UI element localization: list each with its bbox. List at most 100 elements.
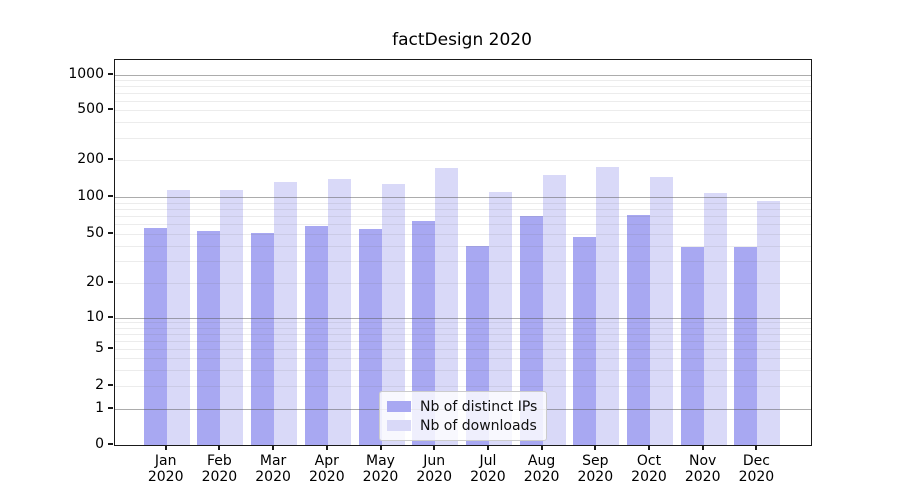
y-tick-label-0: 0 — [95, 436, 104, 452]
x-tick-label-feb: Feb 2020 — [201, 453, 238, 485]
bar-distinct-ips-may — [358, 228, 382, 445]
x-tick-label-sep: Sep 2020 — [577, 453, 614, 485]
legend-item-distinct-ips: Nb of distinct IPs — [387, 397, 537, 416]
gridline-y-200 — [115, 160, 811, 161]
y-tick-mark-5 — [108, 346, 113, 349]
bar-downloads-may — [381, 183, 405, 445]
gridline-y-8 — [115, 327, 811, 329]
plot-area — [114, 59, 812, 446]
bar-downloads-jan — [166, 190, 190, 445]
x-tick-mark-oct — [648, 445, 650, 450]
legend-label-distinct-ips: Nb of distinct IPs — [420, 398, 538, 415]
x-tick-label-aug: Aug 2020 — [523, 453, 560, 485]
y-tick-mark-0 — [108, 443, 113, 445]
bar-distinct-ips-dec — [734, 247, 758, 445]
x-tick-label-dec: Dec 2020 — [738, 453, 775, 485]
x-tick-mark-jan — [164, 445, 167, 450]
x-tick-mark-jun — [433, 445, 436, 450]
gridline-y-80 — [115, 208, 811, 210]
x-tick-mark-dec — [755, 445, 758, 450]
y-tick-mark-20 — [108, 280, 113, 283]
legend-item-downloads: Nb of downloads — [387, 416, 537, 435]
gridline-y-90 — [115, 202, 811, 204]
x-tick-label-apr: Apr 2020 — [308, 453, 345, 485]
gridline-y-5 — [115, 348, 811, 350]
y-tick-mark-2 — [108, 384, 113, 386]
bar-distinct-ips-sep — [573, 237, 597, 445]
bar-downloads-feb — [220, 190, 244, 445]
legend-label-downloads: Nb of downloads — [420, 417, 537, 434]
x-tick-mark-feb — [218, 445, 221, 450]
y-tick-mark-1 — [108, 406, 113, 409]
x-tick-label-jan: Jan 2020 — [147, 453, 184, 485]
bar-distinct-ips-aug — [519, 216, 543, 445]
y-tick-mark-1000 — [108, 73, 113, 75]
bar-distinct-ips-oct — [627, 214, 650, 445]
gridline-y-2 — [115, 386, 811, 387]
gridline-y-70 — [115, 216, 811, 217]
gridline-y-40 — [115, 245, 811, 247]
x-tick-mark-nov — [701, 445, 704, 450]
y-tick-label-1: 1 — [95, 399, 104, 416]
gridline-y-400 — [115, 122, 811, 124]
bar-downloads-apr — [327, 179, 351, 445]
x-tick-label-mar: Mar 2020 — [255, 453, 291, 485]
gridline-y-9 — [115, 322, 811, 324]
gridline-y-7 — [115, 333, 811, 335]
y-tick-label-5: 5 — [95, 339, 104, 356]
x-tick-mark-apr — [325, 445, 328, 450]
y-tick-mark-50 — [108, 232, 113, 234]
gridline-y-3 — [115, 369, 811, 371]
bar-distinct-ips-jan — [143, 228, 167, 445]
legend: Nb of distinct IPs Nb of downloads — [379, 391, 548, 441]
bar-downloads-aug — [542, 174, 566, 445]
y-tick-label-100: 100 — [77, 188, 104, 204]
bar-distinct-ips-nov — [680, 247, 704, 445]
gridline-y-4 — [115, 357, 811, 359]
bar-downloads-jun — [435, 168, 459, 445]
legend-swatch-distinct-ips — [387, 401, 411, 412]
x-tick-mark-sep — [594, 445, 597, 450]
y-tick-label-20: 20 — [86, 273, 104, 290]
gridline-y-60 — [115, 224, 811, 226]
gridline-y-300 — [115, 138, 811, 139]
y-tick-mark-100 — [108, 195, 113, 197]
x-tick-mark-jul — [486, 445, 489, 450]
x-tick-mark-aug — [540, 445, 543, 450]
y-tick-mark-200 — [108, 158, 113, 160]
x-tick-mark-mar — [272, 445, 275, 450]
x-tick-label-oct: Oct 2020 — [631, 453, 667, 485]
legend-swatch-downloads — [387, 420, 411, 431]
gridline-y-6 — [115, 340, 811, 342]
bar-distinct-ips-feb — [197, 230, 221, 445]
y-tick-label-50: 50 — [86, 225, 104, 241]
gridline-y-30 — [115, 261, 811, 263]
bar-downloads-dec — [757, 200, 781, 445]
gridline-y-50 — [115, 234, 811, 235]
bar-distinct-ips-mar — [251, 232, 275, 445]
bar-downloads-nov — [703, 192, 727, 445]
y-tick-mark-10 — [108, 315, 113, 318]
y-tick-label-200: 200 — [77, 151, 104, 167]
x-tick-label-jul: Jul 2020 — [470, 453, 506, 485]
bar-distinct-ips-jun — [412, 220, 436, 445]
gridline-y-100 — [115, 197, 811, 198]
y-tick-mark-500 — [108, 108, 113, 111]
chart-title: factDesign 2020 — [392, 30, 532, 50]
bar-distinct-ips-apr — [304, 226, 328, 445]
gridline-y-500 — [115, 110, 811, 112]
gridline-y-20 — [115, 282, 811, 284]
x-tick-label-may: May 2020 — [362, 453, 399, 485]
gridline-y-1000 — [115, 75, 811, 76]
x-tick-label-jun: Jun 2020 — [416, 453, 452, 485]
gridline-y-600 — [115, 101, 811, 102]
y-tick-label-10: 10 — [86, 308, 104, 325]
y-tick-label-2: 2 — [95, 377, 104, 393]
gridline-y-700 — [115, 93, 811, 95]
gridline-y-900 — [115, 80, 811, 82]
gridline-y-800 — [115, 86, 811, 88]
y-tick-label-1000: 1000 — [68, 66, 104, 82]
y-tick-label-500: 500 — [77, 101, 104, 118]
bar-downloads-sep — [596, 167, 620, 445]
